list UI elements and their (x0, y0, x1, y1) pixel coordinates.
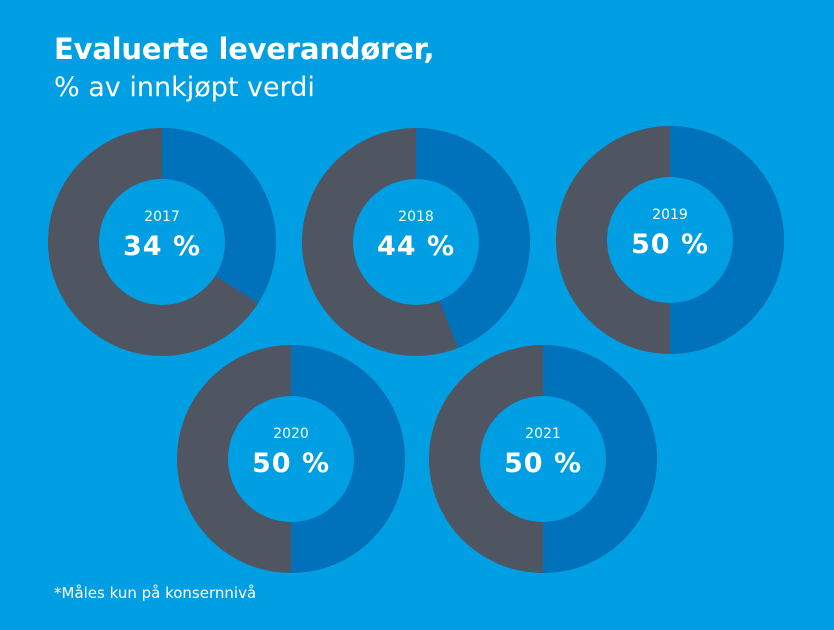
donut-hole-2021 (480, 396, 606, 522)
chart-title: Evaluerte leverandører, (54, 32, 435, 66)
footnote: *Måles kun på konsernnivå (54, 584, 257, 602)
donut-2020: 2020 50 % (177, 345, 405, 573)
donut-2019: 2019 50 % (556, 126, 784, 354)
year-label-2018: 2018 (398, 209, 434, 225)
year-label-2021: 2021 (525, 426, 561, 442)
donut-hole-2020 (228, 396, 354, 522)
value-label-2019: 50 % (631, 229, 709, 260)
value-label-2021: 50 % (504, 448, 582, 479)
value-label-2017: 34 % (123, 231, 201, 262)
donut-2017: 2017 34 % (48, 128, 277, 356)
donut-2021: 2021 50 % (429, 345, 657, 573)
value-label-2020: 50 % (252, 448, 330, 479)
year-label-2020: 2020 (273, 426, 309, 442)
year-label-2017: 2017 (144, 209, 180, 225)
donut-2018: 2018 44 % (302, 128, 530, 356)
year-label-2019: 2019 (652, 207, 688, 223)
donut-hole-2018 (353, 179, 479, 305)
value-label-2018: 44 % (377, 231, 455, 262)
donut-hole-2019 (607, 177, 733, 303)
donut-hole-2017 (99, 179, 225, 305)
chart-subtitle: % av innkjøpt verdi (54, 72, 315, 103)
